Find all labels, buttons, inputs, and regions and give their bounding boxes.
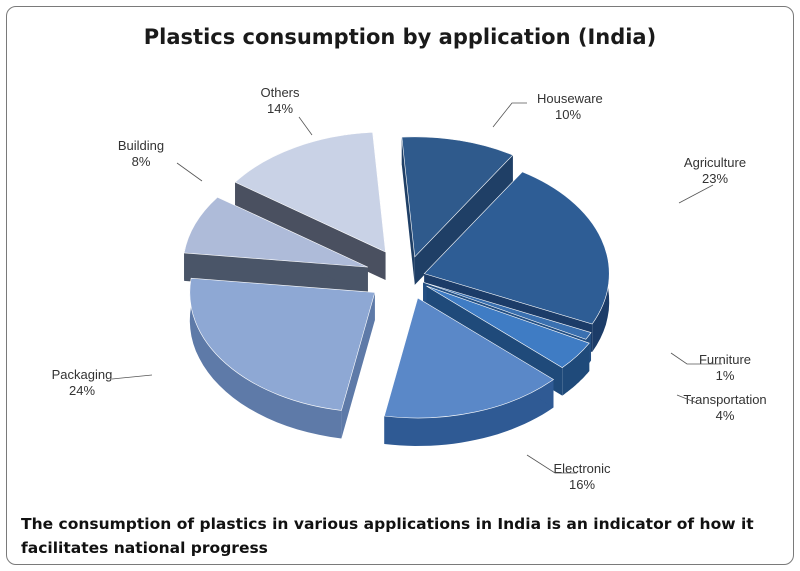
leader-packaging (111, 374, 153, 380)
label-houseware: Houseware (537, 91, 603, 106)
slice-cut-others-0 (235, 182, 386, 281)
slice-furniture (422, 281, 592, 340)
slice-cut-building-0 (184, 252, 368, 296)
leader-houseware (492, 102, 527, 128)
slice-agriculture (423, 171, 610, 325)
leader-agriculture (678, 184, 714, 204)
label-furniture: Furniture (699, 352, 751, 367)
leader-building (176, 162, 203, 182)
slice-electronic (383, 297, 555, 419)
label-value-transportation: 4% (716, 408, 735, 423)
chart-caption: The consumption of plastics in various a… (21, 515, 754, 557)
label-value-others: 14% (267, 101, 293, 116)
label-value-furniture: 1% (716, 368, 735, 383)
slice-others (234, 132, 386, 253)
pie-tops (183, 132, 610, 419)
label-value-electronic: 16% (569, 477, 595, 492)
chart-frame: Plastics consumption by application (Ind… (6, 6, 794, 565)
label-packaging: Packaging (52, 367, 113, 382)
slice-wall-electronic (384, 379, 554, 446)
leader-furniture (670, 352, 722, 365)
slice-building (183, 196, 368, 268)
label-value-building: 8% (132, 154, 151, 169)
label-value-agriculture: 23% (702, 171, 728, 186)
leader-electronic (526, 454, 577, 474)
chart-title: Plastics consumption by application (Ind… (143, 25, 657, 49)
label-transportation: Transportation (683, 392, 766, 407)
leader-transportation (676, 394, 698, 404)
label-value-houseware: 10% (555, 107, 581, 122)
label-agriculture: Agriculture (684, 155, 746, 170)
slice-houseware (401, 136, 514, 258)
label-electronic: Electronic (553, 461, 611, 476)
label-value-packaging: 24% (69, 383, 95, 398)
slice-packaging (189, 277, 376, 411)
leader-others (298, 116, 313, 136)
slice-cut-houseware-1 (414, 155, 513, 285)
slice-cut-packaging-0 (341, 292, 375, 439)
slice-cut-houseware-0 (401, 137, 415, 285)
slice-transportation (426, 285, 590, 368)
label-others: Others (260, 85, 300, 100)
label-building: Building (118, 138, 164, 153)
